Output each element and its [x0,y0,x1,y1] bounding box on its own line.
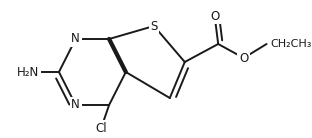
Text: Cl: Cl [95,121,107,135]
Text: S: S [150,19,158,33]
Text: O: O [210,10,219,22]
Text: N: N [71,33,80,46]
Text: O: O [239,51,248,64]
Text: N: N [71,99,80,112]
Text: H₂N: H₂N [17,66,39,79]
Text: CH₂CH₃: CH₂CH₃ [270,39,311,49]
